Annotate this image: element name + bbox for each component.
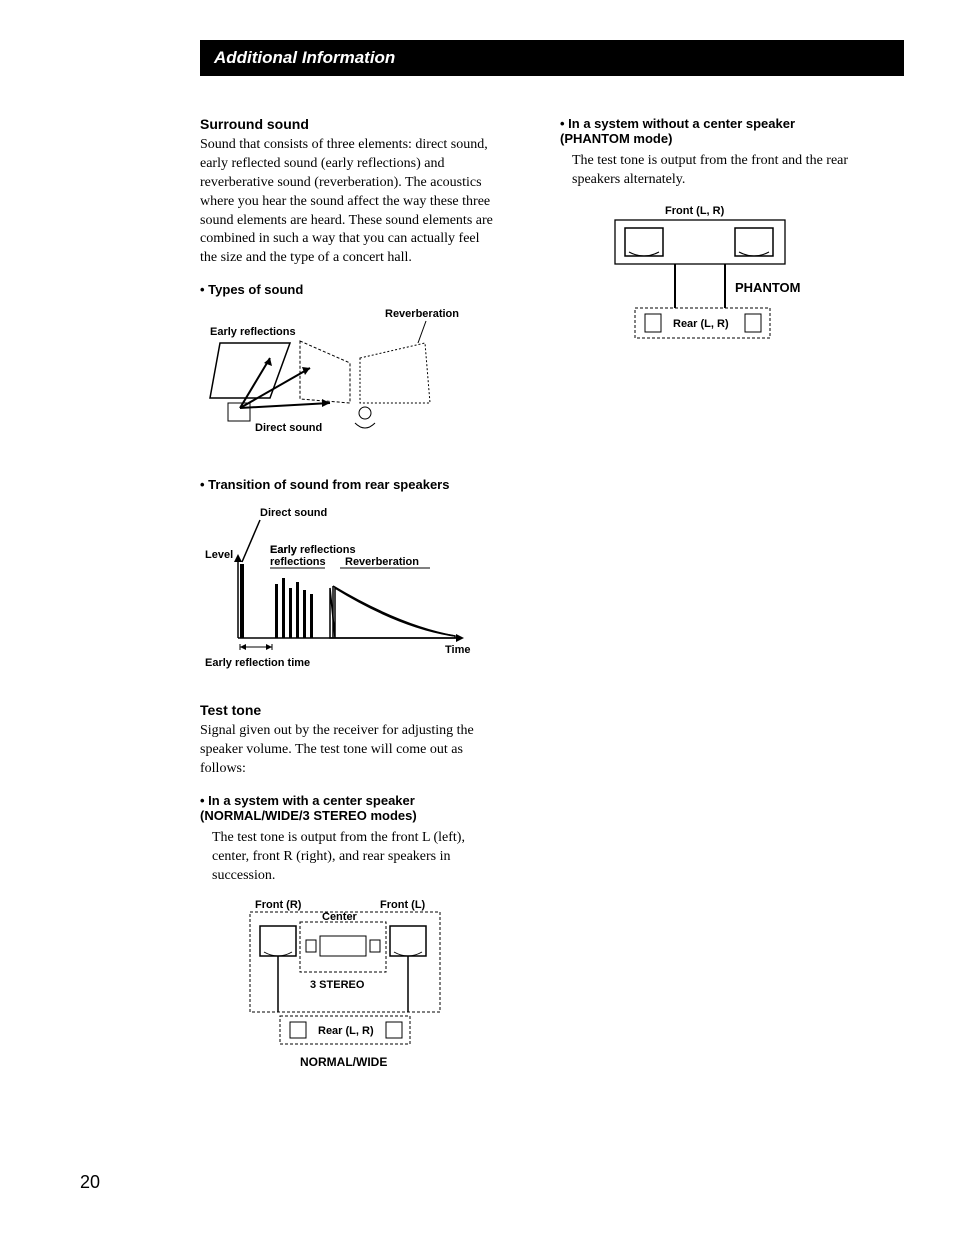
test-tone-body: Signal given out by the receiver for adj… bbox=[200, 722, 500, 779]
without-center-heading: In a system without a center speaker (PH… bbox=[560, 116, 860, 146]
phantom-label: PHANTOM bbox=[735, 280, 800, 295]
with-center-body: The test tone is output from the front L… bbox=[212, 829, 500, 886]
right-column: In a system without a center speaker (PH… bbox=[560, 116, 860, 1110]
early-reflections-label: Early reflections bbox=[210, 326, 296, 338]
surround-heading: Surround sound bbox=[200, 116, 500, 132]
transition-diagram: Direct sound Level Early reflections Ear… bbox=[200, 498, 500, 678]
reverberation-label: Reverberation bbox=[385, 308, 459, 320]
page-header: Additional Information bbox=[200, 40, 904, 76]
with-center-diagram: Front (R) Front (L) Center 3 STEREO bbox=[240, 896, 500, 1086]
reverberation-label-2: Reverberation bbox=[345, 556, 419, 568]
left-column: Surround sound Sound that consists of th… bbox=[200, 116, 500, 1110]
content-columns: Surround sound Sound that consists of th… bbox=[200, 116, 904, 1110]
rear-lr-label-2: Rear (L, R) bbox=[673, 318, 729, 330]
level-axis-label: Level bbox=[205, 549, 233, 561]
three-stereo-label: 3 STEREO bbox=[310, 979, 365, 991]
direct-sound-label: Direct sound bbox=[255, 422, 322, 434]
surround-body: Sound that consists of three elements: d… bbox=[200, 136, 500, 268]
without-center-body: The test tone is output from the front a… bbox=[572, 152, 860, 190]
types-of-sound-diagram: Reverberation Early reflections Direct s… bbox=[200, 303, 500, 453]
early-reflection-time-label: Early reflection time bbox=[205, 657, 310, 669]
page-number: 20 bbox=[80, 1172, 100, 1193]
without-center-diagram: Front (L, R) PHANTOM Rear (L, R) bbox=[600, 200, 860, 370]
front-l-label: Front (L) bbox=[380, 899, 426, 911]
with-center-heading: In a system with a center speaker (NORMA… bbox=[200, 793, 500, 823]
center-label: Center bbox=[322, 911, 358, 923]
types-heading: Types of sound bbox=[200, 282, 500, 297]
test-tone-heading: Test tone bbox=[200, 702, 500, 718]
front-r-label: Front (R) bbox=[255, 899, 302, 911]
rear-lr-label: Rear (L, R) bbox=[318, 1025, 374, 1037]
time-axis-label: Time bbox=[445, 644, 470, 656]
direct-sound-label-2: Direct sound bbox=[260, 507, 327, 519]
front-lr-label: Front (L, R) bbox=[665, 205, 725, 217]
transition-heading: Transition of sound from rear speakers bbox=[200, 477, 500, 492]
normal-wide-label: NORMAL/WIDE bbox=[300, 1055, 387, 1069]
